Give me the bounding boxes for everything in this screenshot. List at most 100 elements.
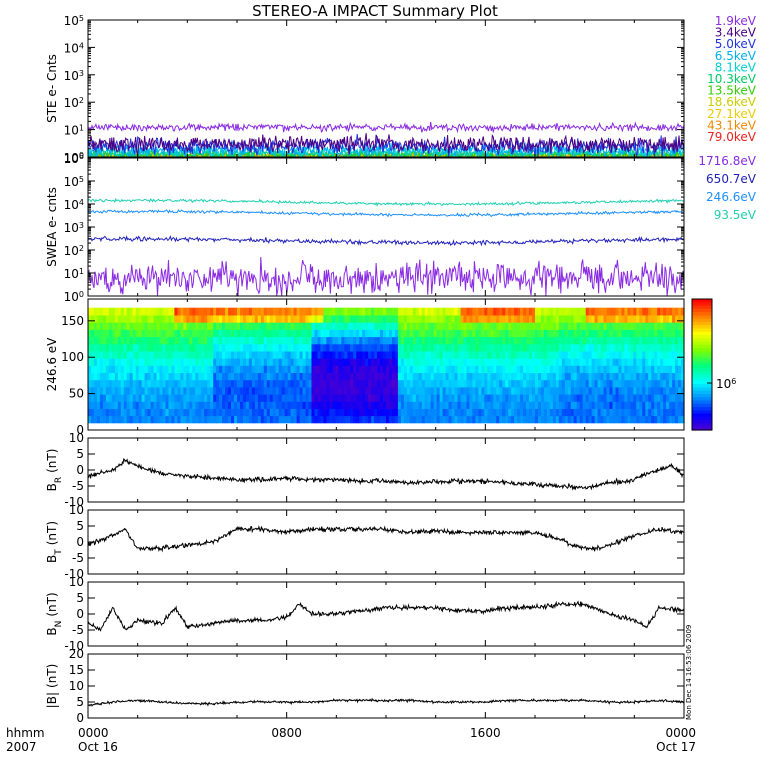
heatmap-cell — [213, 415, 217, 424]
heatmap-cell — [198, 372, 202, 381]
heatmap-cell — [526, 415, 530, 424]
heatmap-cell — [484, 322, 488, 330]
heatmap-cell — [535, 336, 539, 345]
heatmap-cell — [624, 329, 628, 338]
heatmap-cell — [669, 358, 673, 366]
heatmap-cell — [287, 365, 292, 373]
legend-entry: 13.5keV — [707, 84, 757, 98]
heatmap-cell — [481, 329, 485, 338]
heatmap-cell — [88, 379, 92, 388]
heatmap-cell — [153, 358, 158, 366]
heatmap-cell — [538, 343, 542, 352]
heatmap-cell — [302, 379, 307, 388]
heatmap-cell — [529, 329, 533, 338]
heatmap-cell — [257, 394, 262, 402]
heatmap-cell — [323, 307, 327, 316]
heatmap-cell — [415, 350, 420, 359]
heatmap-cell — [541, 386, 545, 395]
heatmap-cell — [174, 401, 178, 409]
heatmap-cell — [243, 394, 247, 402]
heatmap-cell — [496, 314, 500, 323]
heatmap-cell — [406, 408, 411, 417]
heatmap-cell — [585, 408, 590, 417]
heatmap-cell — [633, 365, 637, 373]
heatmap-cell — [642, 379, 646, 388]
heatmap-cell — [266, 372, 271, 381]
heatmap-cell — [329, 365, 333, 373]
colorbar-segment — [692, 374, 712, 379]
heatmap-cell — [612, 408, 617, 417]
heatmap-cell — [132, 386, 137, 395]
y-tick-label: 103 — [64, 221, 84, 236]
heatmap-cell — [245, 329, 250, 338]
heatmap-cell — [555, 329, 560, 338]
heatmap-cell — [517, 386, 521, 395]
heatmap-cell — [463, 350, 468, 359]
heatmap-cell — [335, 365, 339, 373]
heatmap-cell — [371, 307, 375, 316]
heatmap-cell — [91, 358, 95, 366]
heatmap-cell — [222, 322, 226, 330]
heatmap-cell — [114, 365, 119, 373]
y-tick-label: 10 — [69, 503, 84, 517]
heatmap-cell — [400, 343, 405, 352]
heatmap-cell — [517, 379, 521, 388]
heatmap-cell — [213, 336, 217, 345]
heatmap-cell — [678, 408, 682, 417]
heatmap-cell — [543, 365, 548, 373]
heatmap-cell — [591, 394, 596, 402]
heatmap-cell — [546, 365, 551, 373]
heatmap-cell — [543, 350, 548, 359]
heatmap-cell — [564, 394, 569, 402]
heatmap-cell — [535, 365, 539, 373]
heatmap-cell — [400, 386, 405, 395]
heatmap-cell — [329, 401, 333, 409]
heatmap-cell — [329, 358, 333, 366]
heatmap-cell — [585, 401, 590, 409]
heatmap-cell — [290, 386, 295, 395]
heatmap-cell — [299, 350, 304, 359]
heatmap-cell — [335, 307, 339, 316]
heatmap-cell — [183, 329, 187, 338]
heatmap-cell — [189, 415, 193, 424]
heatmap-cell — [287, 314, 292, 323]
heatmap-cell — [463, 358, 468, 366]
heatmap-cell — [278, 379, 283, 388]
heatmap-cell — [427, 372, 432, 381]
heatmap-cell — [126, 379, 131, 388]
heatmap-cell — [171, 350, 175, 359]
heatmap-cell — [269, 336, 274, 345]
heatmap-cell — [147, 322, 152, 330]
heatmap-cell — [174, 343, 178, 352]
heatmap-cell — [532, 365, 536, 373]
heatmap-cell — [368, 314, 372, 323]
heatmap-cell — [290, 329, 295, 338]
heatmap-cell — [290, 343, 295, 352]
heatmap-cell — [543, 329, 548, 338]
heatmap-cell — [105, 322, 110, 330]
heatmap-cell — [347, 314, 351, 323]
heatmap-cell — [129, 365, 134, 373]
heatmap-cell — [132, 358, 137, 366]
heatmap-cell — [406, 372, 411, 381]
heatmap-cell — [269, 358, 274, 366]
heatmap-cell — [263, 350, 268, 359]
heatmap-cell — [517, 350, 521, 359]
heatmap-cell — [389, 314, 393, 323]
heatmap-cell — [573, 415, 578, 424]
heatmap-cell — [284, 322, 289, 330]
heatmap-cell — [478, 386, 482, 395]
series-line-1716.8eV — [87, 256, 685, 297]
heatmap-cell — [275, 307, 280, 316]
heatmap-cell — [237, 358, 241, 366]
heatmap-cell — [296, 401, 301, 409]
heatmap-cell — [251, 379, 256, 388]
heatmap-cell — [243, 365, 247, 373]
heatmap-cell — [576, 394, 581, 402]
heatmap-cell — [681, 394, 685, 402]
heatmap-cell — [237, 350, 241, 359]
heatmap-cell — [394, 358, 399, 366]
heatmap-cell — [299, 394, 304, 402]
br-frame — [87, 437, 685, 503]
heatmap-cell — [564, 336, 569, 345]
